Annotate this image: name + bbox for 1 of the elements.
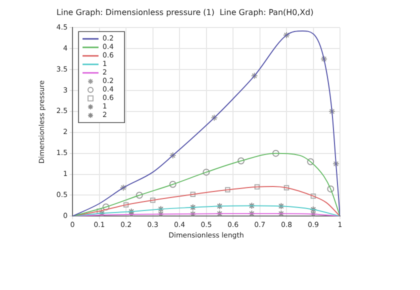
chart-title: Line Graph: Dimensionless pressure (1) Line Graph: Pan(H0,Xd): [56, 8, 314, 17]
